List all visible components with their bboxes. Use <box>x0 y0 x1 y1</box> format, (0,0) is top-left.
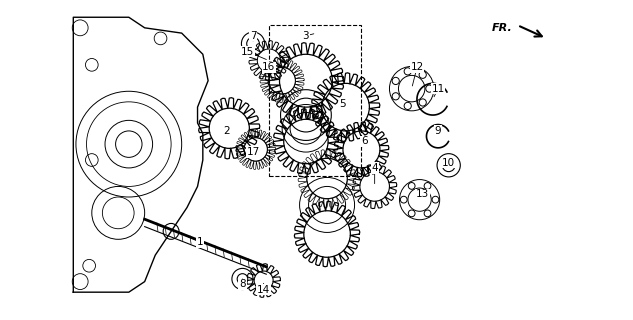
Text: 5: 5 <box>340 100 346 109</box>
Text: 15: 15 <box>241 47 254 57</box>
Text: 2: 2 <box>223 126 230 136</box>
Text: 8: 8 <box>239 279 246 289</box>
Text: 1: 1 <box>197 237 203 247</box>
Text: 12: 12 <box>410 62 423 72</box>
Text: 9: 9 <box>435 126 441 136</box>
Text: 13: 13 <box>416 189 429 199</box>
Text: 7: 7 <box>250 31 256 41</box>
Text: 17: 17 <box>246 147 260 157</box>
Text: 11: 11 <box>432 84 445 94</box>
Text: 10: 10 <box>442 158 455 168</box>
Text: 4: 4 <box>372 163 378 173</box>
Text: 6: 6 <box>361 137 367 147</box>
Text: FR.: FR. <box>491 23 512 33</box>
Text: 14: 14 <box>257 284 270 294</box>
Text: 3: 3 <box>303 31 310 41</box>
Text: 16: 16 <box>262 62 275 72</box>
